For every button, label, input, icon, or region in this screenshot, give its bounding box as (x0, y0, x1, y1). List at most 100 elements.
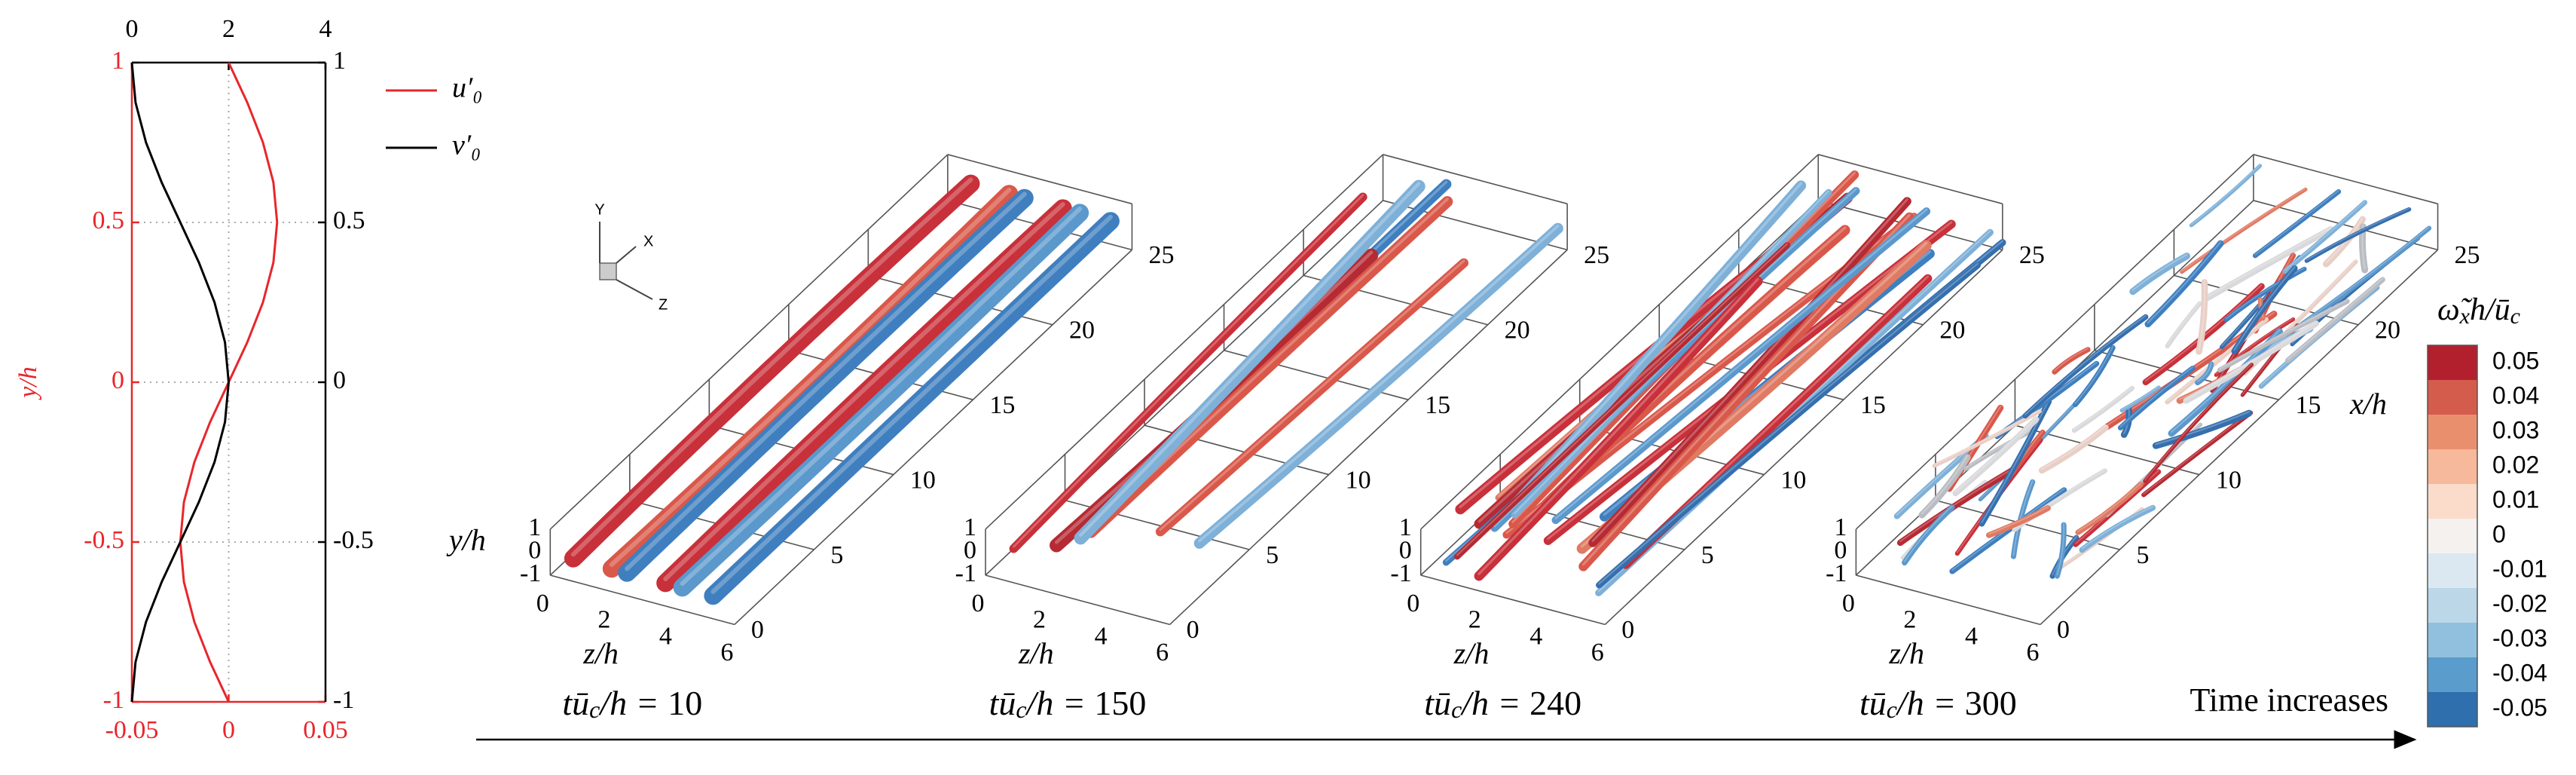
vortex-highlight (2012, 479, 2034, 556)
vortex-tube (673, 204, 1089, 597)
vortex-highlight (2024, 314, 2147, 415)
vortex-highlight (2306, 207, 2410, 261)
triad-label: Z (659, 296, 668, 313)
vortex-tube (2282, 200, 2368, 274)
vortex-highlight (1981, 400, 2050, 524)
vortex-tube (1453, 242, 1791, 560)
y-tick-label: 1 (1834, 513, 1847, 541)
colorbar-swatch (2428, 623, 2477, 658)
y2-tick-label: 1 (333, 47, 346, 75)
vortex-highlight (2056, 522, 2065, 576)
y2-tick-label: -0.5 (333, 526, 374, 554)
x2-tick-label: 2 (222, 15, 235, 43)
vortex-tube (2143, 363, 2254, 483)
vortex-highlight (2207, 227, 2332, 297)
x-tick-label: 15 (1425, 391, 1450, 419)
x-tick-label: 5 (1701, 541, 1714, 569)
colorbar-tick-label: -0.02 (2492, 590, 2547, 617)
x2-tick-label: 0 (126, 15, 139, 43)
vortex-highlight (2196, 362, 2212, 382)
box-edge (2040, 249, 2439, 625)
vortex-highlight (1012, 194, 1364, 548)
vortex-highlight (1554, 208, 1928, 519)
vortex-highlight (663, 202, 1065, 582)
vortex-tube (2183, 320, 2320, 404)
colorbar-swatch (2428, 415, 2477, 450)
vortex-tube (2165, 317, 2269, 405)
box-edge (2253, 200, 2438, 251)
time-symbol-sub: c (1016, 696, 1026, 723)
vortex-tube (2052, 347, 2091, 375)
vortex-tube (1155, 258, 1469, 537)
x-tick-label: 10 (1780, 466, 1806, 494)
vortex-highlight (609, 187, 1012, 567)
vortex-highlight (2144, 363, 2253, 481)
y-tick-label: -1 (103, 686, 124, 714)
colorbar-tick-label: -0.01 (2492, 555, 2547, 582)
colorbar-tick-label: 0.03 (2492, 416, 2539, 443)
vortex-tube (656, 199, 1072, 593)
vortex-highlight (1505, 182, 1803, 513)
vortex-highlight (1598, 262, 1979, 585)
colorbar-swatch (2428, 380, 2477, 415)
vortex-tube (2195, 361, 2214, 386)
colorbar-swatch (2428, 484, 2477, 519)
z-tick-label: 0 (1407, 590, 1419, 617)
z-tick-label: 6 (2026, 639, 2039, 666)
vortex-highlight (2054, 348, 2089, 372)
time-label: tūc/h = 300 (1859, 684, 2017, 724)
vortex-highlight (2155, 410, 2251, 446)
vortex-highlight (2181, 188, 2306, 272)
box-edge (1420, 154, 1819, 530)
vortex-tube (1474, 276, 1763, 581)
box-edge (549, 154, 949, 530)
x-tick-label: 0 (1621, 616, 1634, 644)
time-symbol: tū (989, 684, 1016, 722)
vortex-highlight (1079, 182, 1421, 538)
time-axis-label: Time increases (2189, 682, 2388, 718)
x-tick-label: 5 (1266, 541, 1279, 569)
box-edge (985, 154, 1384, 530)
vortex-tube (2196, 279, 2208, 355)
vortex-tube (1085, 196, 1453, 538)
vortex-tube (1074, 179, 1426, 545)
time-label: tūc/h = 240 (1424, 684, 1581, 724)
cb-title-sub2: c (2510, 304, 2520, 329)
y-tick-label: 0 (528, 536, 541, 564)
z-tick-label: 6 (1591, 639, 1604, 666)
x-tick-label: 10 (2216, 466, 2241, 494)
vortex-highlight (1459, 231, 1796, 509)
z-tick-label: 4 (1965, 622, 1978, 650)
colorbar-swatch (2428, 345, 2477, 381)
vortex-highlight (2225, 267, 2306, 320)
x-tick-label: -0.05 (105, 716, 159, 744)
vortex-highlight (2131, 253, 2188, 291)
box-edge (1856, 574, 2041, 626)
x-tick-label: 0.05 (303, 716, 348, 744)
vortex-tube (1902, 504, 1955, 566)
vortex-highlight (2190, 164, 2261, 225)
time-symbol-rest: /h = (597, 684, 668, 722)
vortex-highlight (2198, 280, 2206, 351)
box-edge (1383, 154, 1568, 205)
z-tick-label: 0 (1842, 590, 1855, 617)
vortex-tube (2144, 240, 2224, 328)
vortex-tube (602, 185, 1019, 578)
x-tick-label: 5 (830, 541, 843, 569)
vortex-highlight (1988, 506, 2049, 535)
y-tick-label: 1 (528, 513, 541, 541)
vortex-highlight (2167, 302, 2201, 346)
vortex-tube (2129, 253, 2191, 296)
vortex-tube (1985, 505, 2051, 538)
y-tick-label: 0 (1399, 536, 1412, 564)
z-tick-label: 2 (1903, 606, 1916, 634)
box-edge (1420, 574, 1606, 626)
colorbar-swatch (2428, 519, 2477, 554)
vortex-highlight (2233, 266, 2296, 351)
y2-tick-label: -1 (333, 686, 354, 714)
colorbar-frame (2427, 345, 2478, 728)
vortex-highlight (1954, 417, 2037, 493)
vortex-tube (2071, 385, 2134, 433)
